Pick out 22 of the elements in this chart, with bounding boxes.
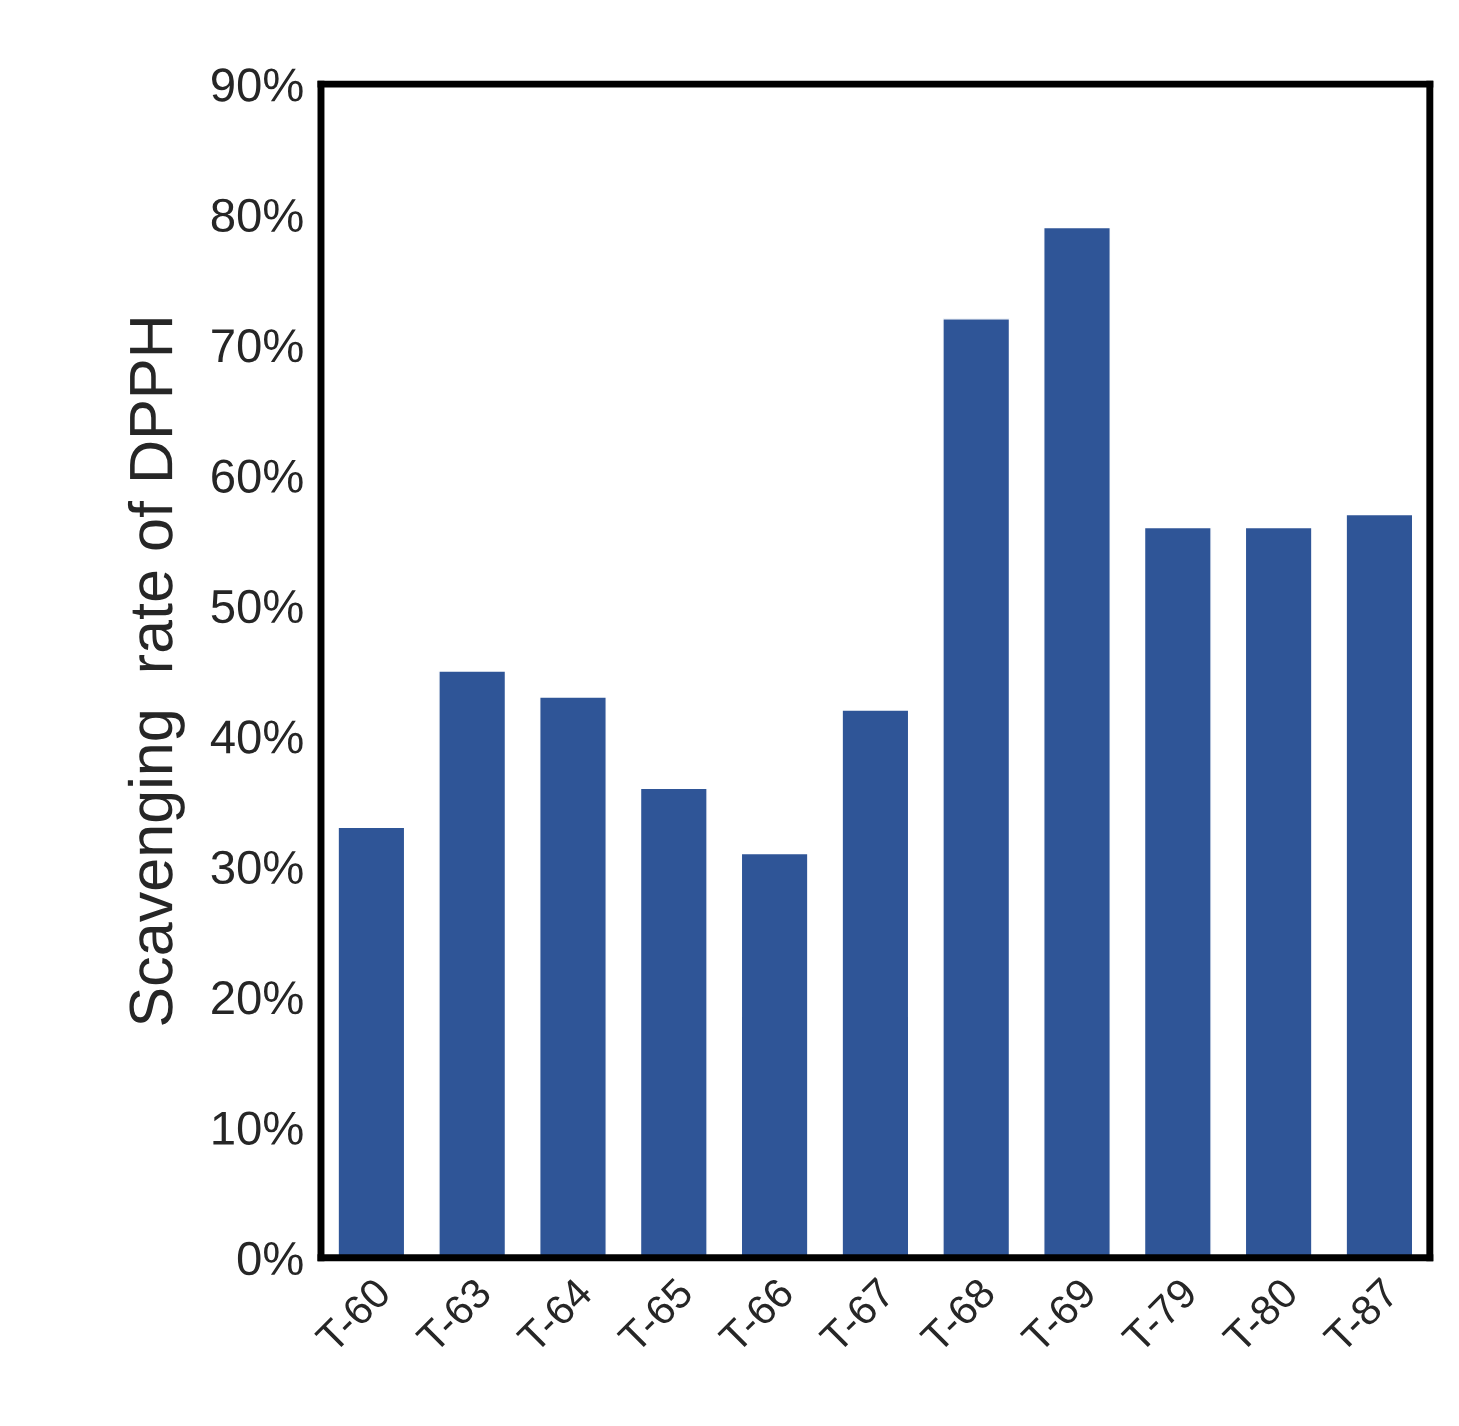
x-tick-label: T-65 bbox=[616, 1276, 695, 1355]
x-tick-label: T-64 bbox=[515, 1276, 594, 1355]
x-tick-label: T-67 bbox=[817, 1276, 896, 1355]
y-tick-label: 0% bbox=[237, 1241, 303, 1276]
x-tick-label: T-68 bbox=[918, 1276, 997, 1355]
y-axis-title: Scavenging rate of DPPH bbox=[127, 319, 185, 1025]
x-tick-label: T-87 bbox=[1321, 1276, 1400, 1355]
y-tick-label: 70% bbox=[212, 329, 303, 363]
x-tick-label: T-69 bbox=[1019, 1276, 1098, 1355]
y-tick-label: 10% bbox=[213, 1111, 303, 1145]
y-tick-label: 80% bbox=[211, 198, 303, 233]
y-tick-label: 20% bbox=[212, 981, 303, 1015]
y-tick-label: 40% bbox=[210, 720, 303, 754]
x-tick-label: T-80 bbox=[1221, 1276, 1300, 1355]
y-tick-label: 60% bbox=[212, 459, 303, 493]
x-tick-label: T-63 bbox=[414, 1276, 493, 1355]
y-tick-label: 30% bbox=[211, 850, 303, 885]
y-tick-label: 90% bbox=[212, 68, 303, 102]
x-tick-label: T-66 bbox=[717, 1276, 795, 1355]
x-tick-label: T-60 bbox=[313, 1276, 392, 1355]
y-tick-label: 50% bbox=[211, 589, 303, 624]
x-tick-label: T-79 bbox=[1120, 1276, 1199, 1355]
